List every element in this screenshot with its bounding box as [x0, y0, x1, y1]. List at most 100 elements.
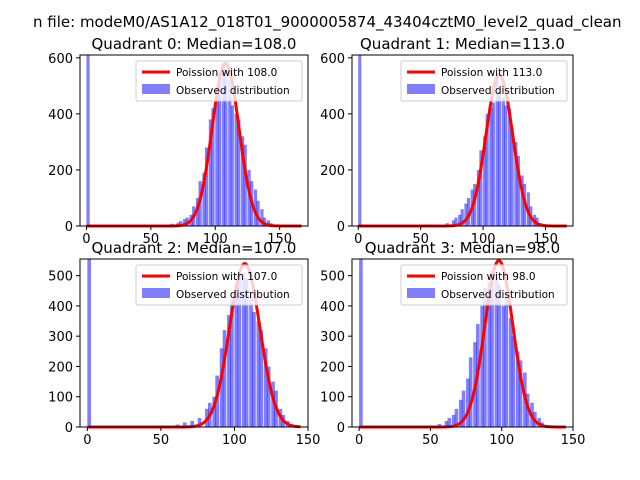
histogram-bar: [190, 420, 194, 427]
histogram-bar: [495, 80, 499, 226]
legend-swatch-observed: [142, 84, 170, 94]
histogram-bar: [237, 119, 241, 226]
histogram-bar: [247, 169, 251, 226]
legend-swatch-observed: [407, 84, 435, 94]
histogram-bar: [497, 284, 501, 427]
legend-box: [400, 264, 568, 306]
histogram-bar: [208, 119, 213, 226]
y-tick-label: 0: [65, 421, 73, 436]
legend-label-poisson: Poission with 98.0: [441, 271, 536, 283]
axes-frame: [79, 258, 309, 428]
histogram-bar: [230, 105, 234, 226]
histogram-bar: [230, 299, 234, 427]
histogram-bar: [498, 91, 502, 226]
histogram-bar: [466, 197, 470, 226]
histogram-bar: [227, 315, 231, 427]
axes-frame: [79, 54, 309, 227]
panel-title: Quadrant 3: Median=98.0: [365, 239, 560, 257]
legend-swatch-observed: [407, 288, 435, 298]
y-tick-label: 200: [48, 164, 73, 179]
x-tick-label: 0: [82, 232, 90, 247]
legend-box: [135, 60, 303, 102]
histogram-bar: [520, 175, 524, 226]
histogram-bar: [487, 281, 492, 427]
histogram-bar: [204, 147, 209, 226]
axes-frame: [351, 54, 574, 227]
y-tick-label: 600: [320, 52, 345, 67]
histogram-bar: [86, 55, 90, 226]
histogram-bar: [215, 375, 220, 427]
histogram-bar: [458, 214, 462, 226]
histogram-bar: [485, 113, 489, 226]
y-tick-label: 200: [48, 360, 73, 375]
histogram-bar: [489, 108, 493, 226]
y-tick-label: 300: [48, 330, 73, 345]
legend-label-poisson: Poission with 113.0: [441, 67, 542, 79]
y-tick-label: 200: [320, 360, 345, 375]
histogram-bar: [473, 183, 477, 226]
histogram-bar: [197, 417, 202, 427]
x-tick-label: 100: [471, 232, 496, 247]
histogram-bar: [501, 305, 506, 427]
histogram-bar: [179, 220, 183, 226]
x-tick-label: 0: [354, 232, 362, 247]
histogram-bar: [224, 69, 228, 227]
histogram-bar: [215, 91, 219, 226]
legend-label-observed: Observed distribution: [441, 85, 555, 97]
histogram-bar: [253, 189, 258, 226]
x-tick-label: 0: [83, 433, 91, 448]
histogram-bar: [454, 408, 459, 427]
histogram-bar: [508, 108, 512, 226]
x-tick-label: 150: [533, 232, 558, 247]
histogram-bar: [259, 330, 264, 427]
y-tick-label: 0: [337, 421, 345, 436]
x-tick-label: 50: [143, 232, 160, 247]
x-tick-label: 50: [412, 232, 429, 247]
histogram-bar: [237, 275, 242, 427]
legend-swatch-observed: [142, 288, 170, 298]
histogram-bar: [514, 141, 518, 226]
y-tick-label: 100: [48, 391, 73, 406]
histogram-bar: [466, 378, 470, 427]
histogram-bar: [444, 420, 449, 427]
panel-title: Quadrant 1: Median=113.0: [360, 35, 565, 53]
histogram-bar: [516, 155, 520, 226]
histogram-bar: [234, 287, 239, 427]
histogram-bar: [202, 172, 206, 226]
histogram-bar: [359, 259, 363, 427]
histogram-bar: [182, 422, 187, 427]
histogram-bar: [458, 399, 463, 427]
legend-label-poisson: Poission with 108.0: [176, 67, 277, 79]
histogram-bar: [183, 218, 187, 226]
y-tick-label: 0: [65, 220, 73, 235]
histogram-bar: [87, 259, 92, 427]
histogram-bar: [451, 414, 456, 427]
histogram-bar: [476, 169, 480, 226]
histogram-bar: [508, 318, 513, 427]
histogram-bar: [222, 330, 227, 427]
y-tick-label: 200: [320, 164, 345, 179]
y-tick-label: 400: [48, 300, 73, 315]
x-tick-label: 50: [153, 433, 170, 448]
histogram-bar: [454, 217, 458, 226]
x-tick-label: 100: [222, 433, 247, 448]
y-tick-label: 300: [320, 330, 345, 345]
histogram-bar: [491, 102, 495, 226]
histogram-bar: [460, 209, 464, 226]
histogram-bar: [504, 105, 508, 226]
histogram-bar: [266, 220, 270, 226]
histogram-bar: [256, 321, 261, 427]
histogram-bar: [262, 217, 267, 226]
histogram-bar: [515, 351, 520, 427]
histogram-bar: [211, 108, 215, 226]
histogram-bar: [451, 220, 456, 226]
histogram-bar: [260, 209, 264, 226]
x-tick-label: 50: [422, 433, 439, 448]
figure-suptitle: n file: modeM0/AS1A12_018T01_9000005874_…: [33, 13, 622, 32]
legend-label-observed: Observed distribution: [176, 85, 290, 97]
histogram-bar: [234, 113, 238, 226]
histogram-bar: [511, 336, 516, 427]
histogram-bar: [480, 305, 484, 427]
histogram-bar: [468, 357, 473, 427]
